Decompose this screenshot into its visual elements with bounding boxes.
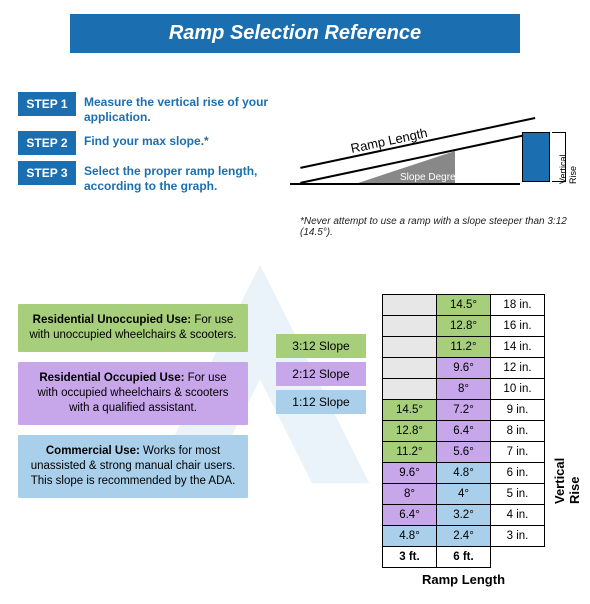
ramp-diagram: Ramp Length Slope Degree Vertical Rise	[290, 88, 570, 208]
table-cell: 2.4°	[437, 526, 491, 547]
table-cell	[383, 379, 437, 400]
slope-table-wrap: 14.5°18 in.12.8°16 in.11.2°14 in.9.6°12 …	[382, 294, 545, 587]
table-cell: 7.2°	[437, 400, 491, 421]
table-y-label: Vertical Rise	[552, 458, 582, 504]
table-cell: 14.5°	[383, 400, 437, 421]
slope-degree-label: Slope Degree	[400, 172, 461, 183]
table-cell: 12.8°	[383, 421, 437, 442]
table-cell: 6.4°	[383, 505, 437, 526]
slope-footnote: *Never attempt to use a ramp with a slop…	[300, 216, 570, 238]
ramp-base-line	[290, 183, 520, 185]
steps-list: STEP 1 Measure the vertical rise of your…	[18, 92, 278, 200]
step-text: Select the proper ramp length, according…	[76, 161, 278, 194]
table-cell: 4.8°	[383, 526, 437, 547]
use-category-boxes: Residential Unoccupied Use: For use with…	[18, 304, 248, 508]
table-cell: 4.8°	[437, 463, 491, 484]
table-cell: 5 in.	[491, 484, 545, 505]
use-box-residential-occupied: Residential Occupied Use: For use with o…	[18, 362, 248, 425]
table-cell: 14 in.	[491, 337, 545, 358]
table-cell: 12.8°	[437, 316, 491, 337]
table-cell: 5.6°	[437, 442, 491, 463]
table-cell	[383, 316, 437, 337]
step-badge: STEP 1	[18, 92, 76, 116]
legend-item: 1:12 Slope	[276, 390, 366, 414]
table-cell: 4 in.	[491, 505, 545, 526]
step-badge: STEP 2	[18, 131, 76, 155]
table-cell: 7 in.	[491, 442, 545, 463]
table-cell: 11.2°	[437, 337, 491, 358]
legend-item: 3:12 Slope	[276, 334, 366, 358]
table-cell: 9.6°	[437, 358, 491, 379]
step-badge: STEP 3	[18, 161, 76, 185]
use-box-title: Residential Unoccupied Use:	[33, 314, 191, 326]
use-box-title: Residential Occupied Use:	[39, 372, 184, 384]
step-row: STEP 2 Find your max slope.*	[18, 131, 278, 155]
legend-item: 2:12 Slope	[276, 362, 366, 386]
table-cell: 6 in.	[491, 463, 545, 484]
slope-legend: 3:12 Slope 2:12 Slope 1:12 Slope	[276, 334, 366, 418]
use-box-residential-unoccupied: Residential Unoccupied Use: For use with…	[18, 304, 248, 352]
table-cell: 14.5°	[437, 295, 491, 316]
step-text: Measure the vertical rise of your applic…	[76, 92, 278, 125]
table-cell: 10 in.	[491, 379, 545, 400]
vertical-rise-block	[522, 132, 550, 182]
use-box-title: Commercial Use:	[46, 445, 140, 457]
step-row: STEP 1 Measure the vertical rise of your…	[18, 92, 278, 125]
table-cell: 6.4°	[437, 421, 491, 442]
table-cell: 8 in.	[491, 421, 545, 442]
table-cell: 9.6°	[383, 463, 437, 484]
step-text: Find your max slope.*	[76, 131, 209, 149]
table-cell: 9 in.	[491, 400, 545, 421]
table-cell: 12 in.	[491, 358, 545, 379]
page-title: Ramp Selection Reference	[70, 14, 520, 53]
table-cell	[383, 295, 437, 316]
vertical-rise-label: Vertical Rise	[558, 154, 578, 184]
table-cell: 11.2°	[383, 442, 437, 463]
table-cell: 16 in.	[491, 316, 545, 337]
table-x-header: 3 ft.	[383, 547, 437, 568]
use-box-commercial: Commercial Use: Works for most unassiste…	[18, 435, 248, 498]
table-cell	[383, 358, 437, 379]
table-cell: 3.2°	[437, 505, 491, 526]
table-cell: 18 in.	[491, 295, 545, 316]
table-x-label: Ramp Length	[382, 572, 545, 587]
table-x-header: 6 ft.	[437, 547, 491, 568]
table-cell: 8°	[437, 379, 491, 400]
table-cell	[383, 337, 437, 358]
table-cell: 3 in.	[491, 526, 545, 547]
table-cell: 8°	[383, 484, 437, 505]
step-row: STEP 3 Select the proper ramp length, ac…	[18, 161, 278, 194]
slope-table: 14.5°18 in.12.8°16 in.11.2°14 in.9.6°12 …	[382, 294, 545, 568]
table-cell: 4°	[437, 484, 491, 505]
